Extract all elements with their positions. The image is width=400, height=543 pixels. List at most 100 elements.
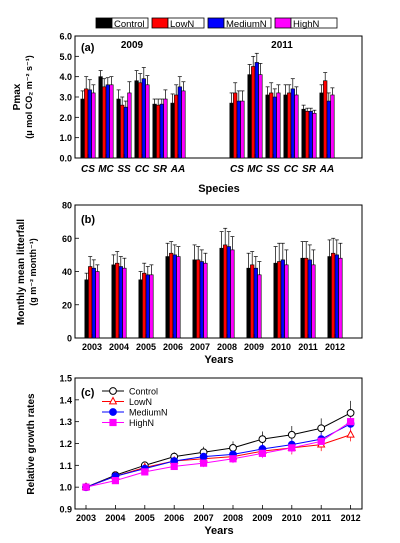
panel-b-xlabel: Years	[204, 354, 233, 366]
panel-b-bar-2012-mediumn	[334, 254, 339, 339]
panel-b-bar-2006-lown	[169, 252, 174, 339]
panel-b-bar-2005-highn	[149, 274, 154, 339]
panel-c-line-highn	[85, 421, 351, 488]
panel-c-point-highn-2010	[288, 444, 296, 452]
legend-box-mediumn	[223, 17, 272, 29]
panel-c-point-highn-2003	[82, 483, 90, 491]
top-legend: Control LowN MediumN HighN	[95, 17, 338, 30]
panel-c-point-highn-2005	[141, 468, 149, 476]
panel-a-2011-bar-AA-control	[319, 92, 324, 159]
panel-c-legend-label-mediumn: MediumN	[129, 408, 168, 418]
panel-b-bar-2009-lown	[250, 264, 255, 339]
panel-b-bar-2009-mediumn	[253, 267, 258, 339]
panel-a-2009-bar-CS-control	[80, 98, 85, 159]
panel-b: 0 20 40 60 80 2003 2004 2005 2006 2007 2008 2009 201…	[16, 201, 363, 366]
legend-swatch-lown	[151, 17, 169, 29]
panel-a-2009-bar-SS-highn	[127, 92, 132, 159]
panel-c-point-lown-2012	[346, 429, 355, 438]
panel-c-xtick-2008: 2008	[223, 513, 243, 523]
panel-a-ytick-label: 1.0	[59, 133, 72, 143]
panel-c-point-highn-2004	[111, 477, 120, 485]
panel-a-label: (a)	[81, 42, 95, 54]
panel-b-bar-2012-highn	[338, 257, 343, 339]
panel-c-xtick-2012: 2012	[341, 513, 361, 523]
panel-c-xtick-2010: 2010	[282, 513, 302, 523]
panel-b-bar-2008-mediumn	[226, 246, 231, 339]
panel-c-ytick-label: 1.1	[59, 461, 72, 471]
panel-c-point-highn-2007	[200, 459, 208, 467]
panel-b-bar-2011-lown	[304, 257, 309, 339]
panel-c-xtick-2009: 2009	[252, 513, 272, 523]
legend-label-control: Control	[114, 19, 145, 30]
panel-b-bar-2010-control	[273, 262, 278, 339]
panel-b-ytick-label: 80	[62, 201, 72, 211]
panel-a-2009-bar-AA-mediumn	[177, 86, 182, 159]
panel-b-bar-2012-lown	[331, 252, 336, 339]
panel-a-xtick-2011-CC: CC	[284, 164, 299, 175]
panel-c-point-highn-2008	[229, 455, 237, 463]
panel-b-bar-2004-mediumn	[118, 266, 123, 339]
panel-a-2011-bar-CC-highn	[294, 94, 299, 159]
panel-a-xtick-2009-MC: MC	[98, 164, 114, 175]
panel-c-legend-marker-lown	[108, 396, 118, 405]
panel-a-2011-bar-AA-mediumn	[326, 100, 331, 159]
panel-b-ylabel-line2: (g m⁻² month⁻¹)	[28, 238, 38, 305]
panel-a-2009-bar-AA-lown	[174, 94, 179, 159]
panel-a-xtick-2009-AA: AA	[170, 164, 185, 175]
panel-a-2009-bar-CC-highn	[145, 84, 150, 159]
panel-a-2009-bar-MC-highn	[109, 84, 114, 159]
panel-b-bar-2012-control	[327, 256, 332, 339]
panel-c-line-lown	[85, 434, 351, 488]
panel-c-ytick-label: 1.0	[59, 483, 72, 493]
panel-a-2011-bar-CS-lown	[233, 92, 238, 159]
panel-b-bar-2011-mediumn	[307, 259, 312, 339]
panel-a-2009-bar-MC-lown	[102, 86, 107, 159]
legend-label-lown: LowN	[170, 19, 194, 30]
panel-a-ytick-label: 5.0	[59, 52, 72, 62]
panel-c-xtick-2003: 2003	[76, 513, 96, 523]
panel-a-2009-bar-AA-control	[170, 102, 175, 159]
panel-c-ylabel: Relative growth rates	[26, 393, 37, 495]
panel-a-2011-bar-SR-mediumn	[308, 110, 313, 159]
panel-b-bar-2003-highn	[95, 271, 100, 339]
panel-b-ylabel-line1: Monthly mean litterfall	[16, 219, 27, 325]
panel-a-xtick-2009-CC: CC	[135, 164, 150, 175]
panel-a-2011-bar-CC-control	[283, 94, 288, 159]
panel-a-xtick-2009-SS: SS	[117, 164, 131, 175]
panel-a-2011-bar-AA-lown	[323, 80, 328, 159]
panel-b-bar-2003-control	[84, 279, 89, 339]
panel-a-2009-bar-SS-control	[116, 98, 121, 159]
panel-b-ytick-label: 60	[62, 234, 72, 244]
panel-a-ytick-label: 0.0	[59, 154, 72, 164]
panel-b-bar-2009-control	[246, 267, 251, 339]
panel-b-xtick-2009: 2009	[244, 342, 264, 352]
panel-b-xtick-2007: 2007	[190, 342, 210, 352]
panel-c-point-control-2010	[287, 430, 296, 439]
panel-b-bar-2003-mediumn	[91, 267, 96, 339]
panel-a-2011-bar-MC-control	[247, 74, 252, 159]
panel-a-2011-bar-SR-control	[301, 108, 306, 159]
panel-a-2011-bar-SS-control	[265, 94, 270, 159]
panel-c-xtick-2011: 2011	[311, 513, 331, 523]
legend-box-lown	[167, 17, 205, 29]
panel-a-2011-bar-MC-highn	[258, 74, 263, 159]
panel-a-ylabel-line1: Pmax	[12, 83, 23, 110]
panel-b-xtick-2006: 2006	[163, 342, 183, 352]
panel-a-2011-bar-SR-highn	[312, 112, 317, 159]
panel-a-2011-bar-CC-lown	[287, 92, 292, 159]
panel-c-legend-marker-highn	[109, 418, 117, 427]
legend-box-control	[111, 17, 149, 29]
panel-b-bar-2005-lown	[142, 272, 147, 339]
panel-b-xtick-2010: 2010	[271, 342, 291, 352]
panel-c-point-mediumn-2007	[199, 452, 208, 461]
panel-b-xtick-2012: 2012	[325, 342, 345, 352]
panel-b-bar-2006-control	[165, 256, 170, 339]
panel-c-point-highn-2006	[170, 462, 178, 471]
panel-a-2009-bar-AA-highn	[181, 90, 186, 159]
panel-a-ytick-label: 6.0	[59, 32, 72, 42]
panel-a-2011-bar-SS-highn	[276, 92, 281, 159]
panel-a-xlabel: Species	[198, 183, 240, 195]
panel-b-bar-2006-mediumn	[172, 254, 177, 339]
panel-b-xtick-2008: 2008	[217, 342, 237, 352]
panel-a-ylabel-line2: (μ mol CO₂ m⁻² s⁻¹)	[24, 55, 34, 139]
